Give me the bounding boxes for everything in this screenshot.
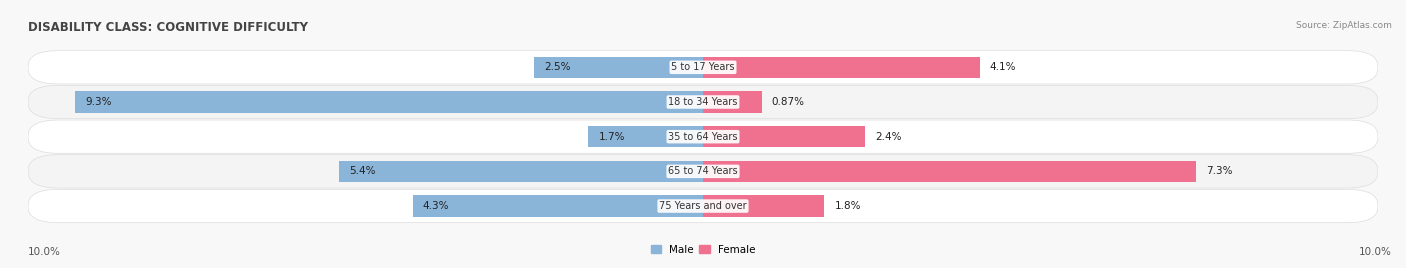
Text: 10.0%: 10.0% bbox=[28, 247, 60, 257]
Text: 75 Years and over: 75 Years and over bbox=[659, 201, 747, 211]
FancyBboxPatch shape bbox=[28, 51, 1378, 84]
Bar bbox=[588, 126, 703, 147]
Text: 5.4%: 5.4% bbox=[349, 166, 375, 176]
Text: 1.8%: 1.8% bbox=[835, 201, 860, 211]
Bar bbox=[339, 161, 703, 182]
Legend: Male, Female: Male, Female bbox=[647, 240, 759, 259]
Text: DISABILITY CLASS: COGNITIVE DIFFICULTY: DISABILITY CLASS: COGNITIVE DIFFICULTY bbox=[28, 21, 308, 35]
Bar bbox=[76, 91, 703, 113]
Text: 10.0%: 10.0% bbox=[1360, 247, 1392, 257]
Bar bbox=[703, 57, 980, 78]
Bar bbox=[703, 126, 865, 147]
Bar bbox=[534, 57, 703, 78]
Text: 65 to 74 Years: 65 to 74 Years bbox=[668, 166, 738, 176]
Bar bbox=[703, 161, 1195, 182]
Text: 5 to 17 Years: 5 to 17 Years bbox=[671, 62, 735, 72]
Text: 18 to 34 Years: 18 to 34 Years bbox=[668, 97, 738, 107]
Text: 0.87%: 0.87% bbox=[772, 97, 804, 107]
Text: 7.3%: 7.3% bbox=[1206, 166, 1232, 176]
Text: 4.1%: 4.1% bbox=[990, 62, 1017, 72]
Text: 4.3%: 4.3% bbox=[423, 201, 450, 211]
Bar bbox=[413, 195, 703, 217]
Text: 35 to 64 Years: 35 to 64 Years bbox=[668, 132, 738, 142]
Text: Source: ZipAtlas.com: Source: ZipAtlas.com bbox=[1296, 21, 1392, 31]
Text: 9.3%: 9.3% bbox=[86, 97, 112, 107]
Text: 2.5%: 2.5% bbox=[544, 62, 571, 72]
FancyBboxPatch shape bbox=[28, 189, 1378, 223]
FancyBboxPatch shape bbox=[28, 120, 1378, 153]
Bar bbox=[703, 195, 824, 217]
FancyBboxPatch shape bbox=[28, 155, 1378, 188]
Text: 1.7%: 1.7% bbox=[599, 132, 624, 142]
Text: 2.4%: 2.4% bbox=[875, 132, 901, 142]
Bar bbox=[703, 91, 762, 113]
FancyBboxPatch shape bbox=[28, 85, 1378, 119]
